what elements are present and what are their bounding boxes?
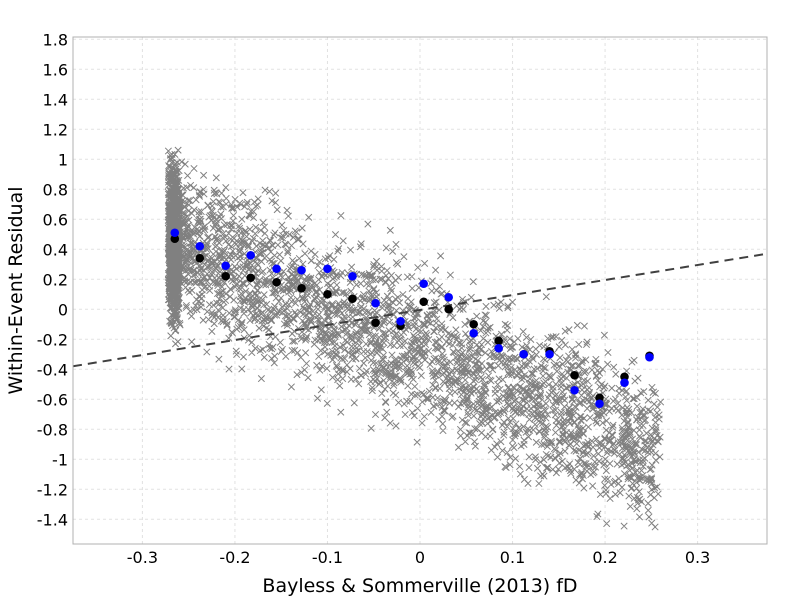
black-mean-point — [348, 294, 357, 304]
y-tick-label: 1.4 — [43, 90, 68, 109]
y-axis-title: Within-Event Residual — [5, 186, 27, 394]
plot-frame — [72, 36, 768, 545]
blue-mean-point — [494, 343, 503, 353]
y-tick-label: -1.2 — [37, 480, 68, 499]
black-mean-point — [195, 253, 205, 263]
y-tick-label: -0.8 — [37, 420, 68, 439]
blue-mean-point — [195, 241, 205, 251]
x-tick-label: -0.2 — [219, 548, 250, 567]
black-mean-point — [494, 336, 503, 346]
y-tick-label: 0.8 — [43, 180, 68, 199]
y-tick-label: 1.8 — [43, 30, 68, 49]
blue-mean-point — [297, 265, 306, 275]
black-mean-point — [595, 393, 604, 403]
blue-mean-point — [323, 264, 332, 274]
blue-mean-point — [419, 279, 429, 289]
scatter-x-markers — [164, 146, 665, 531]
black-mean-point — [272, 277, 281, 287]
residual-scatter-cloud — [164, 146, 665, 531]
y-tick-label: 0.2 — [43, 270, 68, 289]
x-axis-title: Bayless & Sommerville (2013) fD — [262, 575, 577, 597]
x-axis-ticks: -0.3 -0.2 -0.1 0 0.1 0.2 0.3 — [127, 548, 711, 567]
blue-mean-point — [444, 292, 453, 302]
blue-mean-point — [170, 228, 180, 238]
blue-mean-point — [371, 298, 380, 308]
black-mean-point — [620, 372, 629, 382]
y-tick-label: -1 — [52, 450, 68, 469]
black-mean-point — [221, 271, 230, 281]
blue-mean-point — [348, 271, 357, 281]
y-axis-ticks: -1.4 -1.2 -1 -0.8 -0.6 -0.4 -0.2 0 0.2 0.4 0.6 0.8 1… — [37, 30, 68, 529]
x-tick-label: -0.3 — [127, 548, 158, 567]
y-tick-label: 1.6 — [43, 60, 68, 79]
blue-mean-point — [519, 349, 528, 359]
blue-mean-point — [570, 385, 579, 395]
black-mean-point — [444, 304, 453, 314]
x-tick-label: -0.1 — [312, 548, 343, 567]
black-mean-point — [469, 319, 478, 329]
black-mean-point — [371, 318, 380, 328]
y-tick-label: 0 — [58, 300, 68, 319]
black-mean-point — [246, 273, 255, 283]
y-tick-label: 1.2 — [43, 120, 68, 139]
blue-mean-point — [545, 349, 554, 359]
y-tick-label: -0.2 — [37, 330, 68, 349]
y-tick-label: 0.6 — [43, 210, 68, 229]
blue-mean-point — [469, 328, 478, 338]
y-tick-label: 1 — [58, 150, 68, 169]
x-tick-label: 0.3 — [685, 548, 710, 567]
y-tick-label: 0.4 — [43, 240, 68, 259]
blue-mean-point — [595, 399, 604, 409]
x-tick-label: 0.2 — [592, 548, 617, 567]
black-mean-point — [297, 283, 306, 293]
y-tick-label: -0.6 — [37, 390, 68, 409]
reference-line-group — [72, 252, 768, 368]
black-mean-point — [419, 297, 429, 307]
binned-means-blue — [170, 228, 654, 409]
x-tick-label: 0 — [415, 548, 425, 567]
x-tick-label: 0.1 — [500, 548, 525, 567]
blue-mean-point — [620, 378, 629, 388]
black-mean-point — [323, 289, 332, 299]
blue-mean-point — [396, 316, 405, 326]
black-mean-point — [570, 370, 579, 380]
dashed-reference-line — [72, 252, 768, 368]
blue-mean-point — [272, 264, 281, 274]
blue-mean-point — [645, 352, 654, 362]
blue-mean-point — [221, 261, 230, 271]
y-tick-label: -0.4 — [37, 360, 68, 379]
blue-mean-point — [246, 250, 255, 260]
y-tick-label: -1.4 — [37, 510, 68, 529]
black-mean-point — [170, 234, 180, 244]
